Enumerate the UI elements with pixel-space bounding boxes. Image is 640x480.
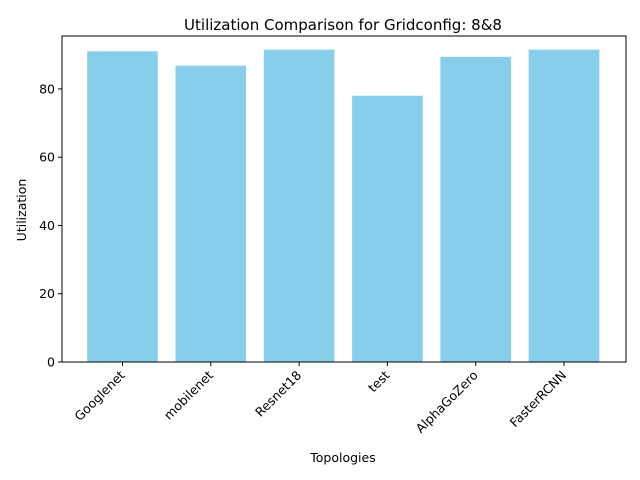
chart-title: Utilization Comparison for Gridconfig: 8… <box>184 16 502 34</box>
bar-mobilenet <box>175 65 247 363</box>
bar-test <box>352 95 423 362</box>
y-tick-label: 0 <box>47 355 55 370</box>
x-tick-label: Resnet18 <box>252 367 304 419</box>
plot-frame <box>61 35 627 363</box>
y-tick-label: 80 <box>39 81 55 96</box>
bar-resnet18 <box>263 49 335 362</box>
x-tick-label: FasterRCNN <box>507 368 570 431</box>
y-tick-label: 20 <box>39 286 55 301</box>
y-tick-label: 40 <box>39 218 55 233</box>
x-tick-label: test <box>365 367 393 395</box>
y-axis-label: Utilization <box>14 179 29 242</box>
y-tick-label: 60 <box>39 150 55 165</box>
y-axis-ticks: 0 20 40 60 80 <box>39 81 62 370</box>
bar-googlenet <box>87 51 158 362</box>
x-axis-ticks: Googlenet mobilenet Resnet18 test AlphaGoZer… <box>71 362 569 436</box>
x-axis-label: Topologies <box>309 450 375 465</box>
x-tick-label: AlphaGoZero <box>412 368 480 436</box>
bar-alphagozero <box>440 56 511 363</box>
x-tick-label: Googlenet <box>71 367 127 423</box>
x-tick-label: mobilenet <box>161 367 216 422</box>
bar-fasterrcnn <box>528 49 600 362</box>
bars-group <box>87 49 600 363</box>
